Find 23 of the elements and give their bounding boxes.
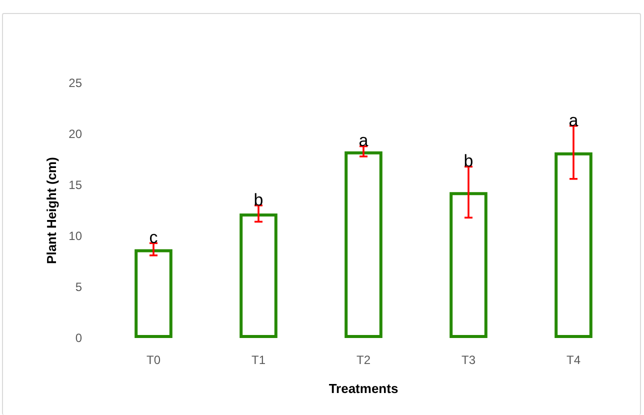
x-tick-label: T4 <box>566 353 581 367</box>
x-tick-label: T1 <box>251 353 266 367</box>
x-axis-title: Treatments <box>328 381 398 396</box>
bar <box>134 249 172 338</box>
y-tick-label: 5 <box>75 280 82 294</box>
y-tick-label: 25 <box>68 76 82 90</box>
x-tick-label: T3 <box>461 353 476 367</box>
x-tick-label: T2 <box>356 353 371 367</box>
bar <box>344 151 382 338</box>
bar <box>554 152 592 338</box>
annotation: a <box>568 110 579 130</box>
y-axis-title: Plant Height (cm) <box>44 157 59 264</box>
annotation: b <box>464 152 474 171</box>
bar <box>240 214 278 338</box>
bar <box>450 192 488 338</box>
y-tick-label: 0 <box>75 331 82 345</box>
annotation: a <box>358 131 369 150</box>
annotation: b <box>254 190 264 210</box>
annotation: c <box>149 228 158 248</box>
y-tick-label: 15 <box>68 178 82 192</box>
x-tick-label: T0 <box>146 353 161 367</box>
y-tick-label: 20 <box>68 127 82 141</box>
y-tick-label: 10 <box>68 229 82 243</box>
